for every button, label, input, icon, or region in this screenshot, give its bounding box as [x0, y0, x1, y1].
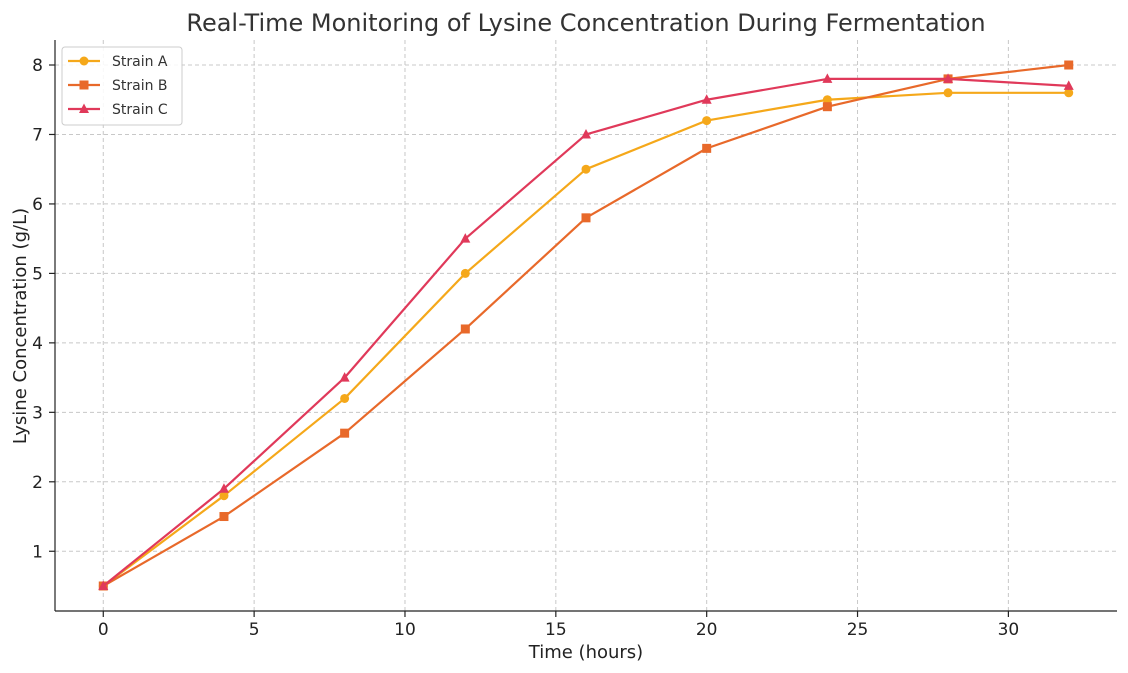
data-point-strain-b [1064, 60, 1074, 70]
data-point-strain-c [460, 233, 471, 243]
axes [54, 40, 1117, 612]
legend-item-strain-b: Strain B [68, 78, 168, 94]
data-point-strain-c [581, 128, 591, 139]
ticks: 0 5 10 15 20 25 30 1 2 3 4 5 6 7 8 [32, 56, 1019, 640]
data-point-strain-c [218, 483, 229, 493]
data-point-strain-c [339, 372, 350, 382]
x-tick-label: 15 [545, 620, 567, 640]
legend-item-strain-a: Strain A [68, 54, 168, 70]
x-tick-label: 5 [249, 620, 260, 640]
legend-marker [79, 103, 89, 113]
legend-label: Strain B [112, 78, 168, 94]
data-point-strain-a [1064, 88, 1074, 98]
data-point-strain-a [219, 491, 229, 501]
series-strain-c [98, 73, 1074, 590]
x-tick-label: 10 [394, 620, 416, 640]
y-tick-label: 3 [32, 403, 43, 423]
data-point-strain-b [822, 102, 832, 112]
y-tick-label: 2 [32, 473, 43, 493]
y-tick-label: 1 [32, 542, 43, 562]
chart-title: Real-Time Monitoring of Lysine Concentra… [186, 9, 985, 37]
data-point-strain-a [943, 88, 953, 98]
x-tick-label: 0 [98, 620, 109, 640]
series-line-strain-b [102, 63, 1069, 587]
data-point-strain-c [701, 94, 712, 104]
legend-label: Strain C [112, 102, 168, 118]
series-strain-a [98, 88, 1074, 591]
legend-box [61, 46, 183, 126]
series [98, 60, 1074, 591]
data-point-strain-a [822, 95, 832, 105]
data-point-strain-c [1063, 80, 1074, 90]
data-point-strain-a [460, 268, 470, 278]
data-point-strain-a [702, 116, 712, 126]
y-axis-label: Lysine Concentration (g/L) [10, 208, 31, 444]
x-tick-label: 25 [847, 620, 869, 640]
y-tick-label: 6 [32, 195, 43, 215]
data-point-strain-a [340, 393, 350, 403]
legend-marker [79, 56, 89, 66]
series-strain-b [98, 60, 1074, 591]
data-point-strain-b [340, 428, 350, 438]
data-point-strain-c [943, 73, 954, 83]
data-point-strain-b [702, 143, 712, 153]
legend-item-strain-c: Strain C [68, 102, 168, 118]
data-point-strain-b [581, 213, 591, 223]
data-point-strain-b [219, 512, 229, 522]
y-tick-label: 5 [32, 264, 43, 284]
y-tick-label: 4 [32, 334, 43, 354]
data-point-strain-c [98, 580, 109, 590]
data-point-strain-a [581, 164, 591, 174]
x-axis-label: Time (hours) [528, 642, 643, 663]
data-point-strain-c [822, 73, 833, 83]
y-tick-label: 7 [32, 125, 43, 145]
data-point-strain-b [460, 324, 470, 334]
series-line-strain-c [102, 77, 1069, 587]
legend: Strain A Strain B Strain C [61, 46, 183, 126]
grid [55, 40, 1117, 611]
legend-label: Strain A [112, 54, 168, 70]
x-tick-label: 20 [696, 620, 718, 640]
y-tick-label: 8 [32, 56, 43, 76]
legend-marker [79, 80, 89, 90]
x-tick-label: 30 [998, 620, 1020, 640]
